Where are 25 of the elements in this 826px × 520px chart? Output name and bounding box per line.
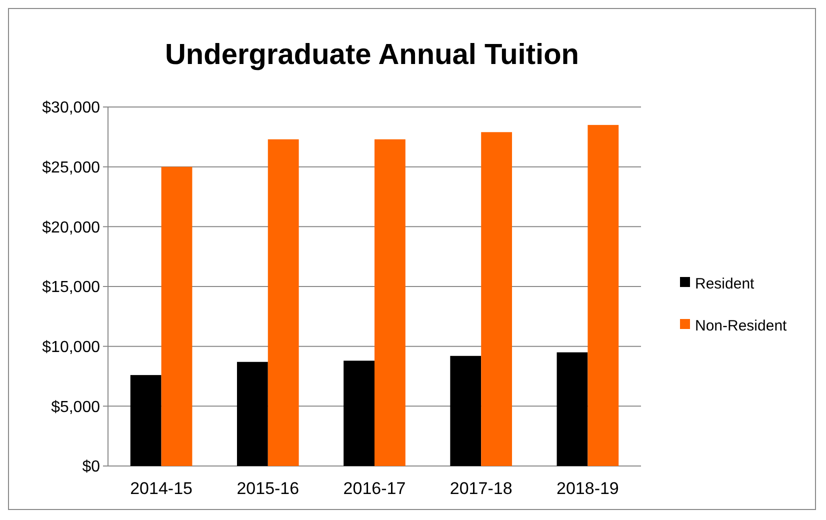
bar	[450, 356, 482, 466]
bar	[236, 362, 268, 466]
y-tick-label: $0	[82, 458, 100, 476]
x-tick-label: 2015-16	[236, 479, 300, 498]
y-tick-label: $15,000	[42, 279, 100, 296]
y-tick-label: $25,000	[42, 159, 100, 176]
bar	[481, 132, 512, 466]
bar	[344, 360, 374, 466]
chart-title: Undergraduate Annual Tuition	[164, 39, 580, 71]
bar	[268, 139, 299, 466]
legend-label: Non-Resident	[695, 317, 788, 334]
bar	[130, 375, 162, 466]
y-tick-label: $10,000	[42, 338, 100, 356]
bar	[374, 139, 406, 466]
x-tick-label: 2017-18	[450, 479, 512, 498]
legend-label: Resident	[695, 275, 756, 292]
x-tick-label: 2016-17	[343, 479, 406, 498]
y-tick-label: $20,000	[42, 219, 100, 236]
bar	[556, 352, 588, 466]
y-tick-label: $5,000	[51, 398, 100, 416]
bar	[161, 166, 192, 466]
y-tick-label: $30,000	[42, 100, 100, 117]
x-tick-label: 2014-15	[130, 479, 192, 498]
x-tick-label: 2018-19	[556, 479, 619, 498]
bar	[588, 124, 619, 466]
